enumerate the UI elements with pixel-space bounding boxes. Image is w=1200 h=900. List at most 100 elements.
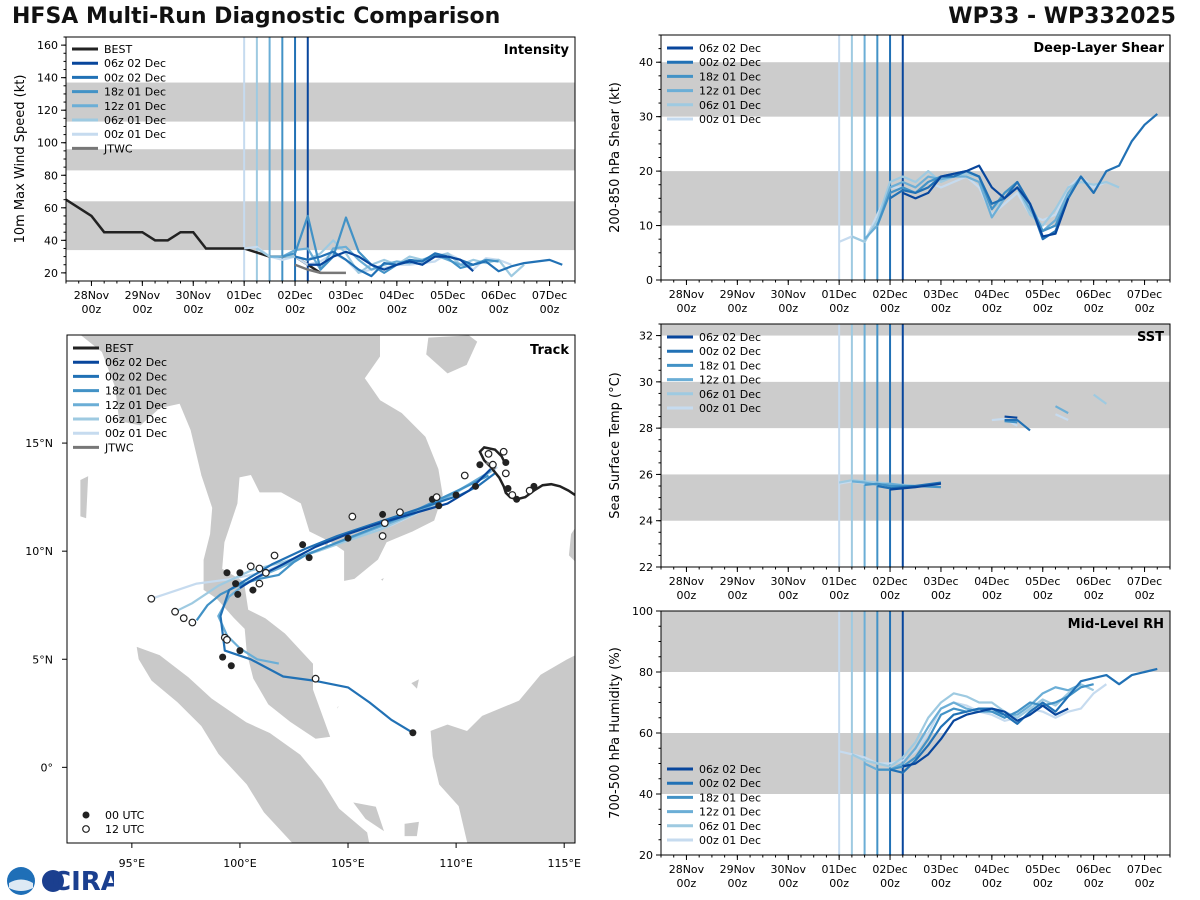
x-tick-label-hour: 00z — [677, 877, 697, 890]
panel-title: SST — [1137, 330, 1164, 345]
x-tick-label-day: 30Nov — [771, 288, 807, 301]
marker-00utc — [236, 647, 244, 655]
marker-12utc — [499, 447, 508, 456]
lon-tick-label: 110°E — [439, 857, 472, 870]
legend-label: 12z 01 Dec — [105, 399, 167, 412]
shaded-band — [66, 201, 575, 251]
legend-label: 06z 01 Dec — [699, 820, 761, 833]
x-tick-label-hour: 00z — [1135, 589, 1155, 602]
x-tick-label-day: 06Dec — [1076, 288, 1111, 301]
legend-label: BEST — [105, 342, 133, 355]
x-tick-label-day: 07Dec — [532, 289, 567, 302]
marker-12utc — [460, 471, 469, 480]
y-axis-label: 10m Max Wind Speed (kt) — [13, 75, 28, 244]
y-tick-label: 24 — [639, 515, 653, 528]
rh-panel: 2040608010028Nov00z29Nov00z30Nov00z01Dec… — [608, 605, 1171, 890]
landmass — [135, 645, 371, 843]
marker-12utc — [380, 519, 389, 527]
shaded-band — [661, 381, 1170, 429]
marker-12utc — [488, 460, 497, 469]
marker-00utc — [472, 482, 480, 490]
marker-12utc — [508, 491, 517, 499]
legend-label: 06z 02 Dec — [105, 356, 167, 369]
x-tick-label-day: 28Nov — [669, 863, 705, 876]
y-tick-label: 40 — [639, 56, 653, 69]
series-line-06z-02-Dec — [902, 164, 1070, 238]
legend-label: BEST — [104, 43, 132, 56]
x-tick-label-hour: 00z — [880, 589, 900, 602]
marker-12utc — [255, 564, 264, 573]
y-tick-label: 100 — [37, 137, 58, 150]
landmass — [410, 677, 420, 691]
y-tick-label: 80 — [639, 666, 653, 679]
x-tick-label-day: 01Dec — [227, 289, 262, 302]
marker-00utc — [223, 569, 231, 577]
sst-panel: 22242628303228Nov00z29Nov00z30Nov00z01De… — [608, 323, 1171, 602]
marker-12utc — [432, 493, 441, 502]
x-tick-label-hour: 00z — [1084, 302, 1104, 315]
x-tick-label-hour: 00z — [778, 877, 798, 890]
lat-tick-label: 0° — [41, 761, 54, 774]
x-tick-label-day: 01Dec — [822, 288, 857, 301]
legend-label: 06z 01 Dec — [699, 388, 761, 401]
x-tick-label-day: 29Nov — [125, 289, 161, 302]
x-tick-label-day: 07Dec — [1127, 288, 1162, 301]
legend-label: 00z 02 Dec — [104, 71, 166, 84]
landmass — [425, 335, 479, 375]
legend-label: 18z 01 Dec — [699, 791, 761, 804]
landmass — [336, 704, 340, 712]
jtwc-forecast-line — [294, 263, 346, 275]
legend-label: 12 UTC — [105, 823, 145, 836]
marker-00utc — [234, 590, 242, 598]
x-tick-label-day: 01Dec — [822, 575, 857, 588]
panel-title: Mid-Level RH — [1068, 617, 1164, 632]
marker-00utc — [232, 580, 240, 588]
x-tick-label-hour: 00z — [438, 303, 458, 316]
marker-12utc — [501, 469, 510, 478]
legend-label: 00z 02 Dec — [699, 777, 761, 790]
lon-tick-label: 115°E — [547, 857, 580, 870]
x-tick-label-hour: 00z — [1084, 877, 1104, 890]
marker-12utc — [396, 508, 404, 517]
x-tick-label-day: 05Dec — [1025, 288, 1060, 301]
x-tick-label-hour: 00z — [880, 302, 900, 315]
y-tick-label: 20 — [639, 849, 653, 862]
x-tick-label-hour: 00z — [931, 877, 951, 890]
marker-00utc — [409, 729, 417, 737]
figure-title: HFSA Multi-Run Diagnostic Comparison — [12, 4, 501, 29]
x-tick-label-hour: 00z — [234, 303, 254, 316]
legend-label: 00z 01 Dec — [104, 128, 166, 141]
y-tick-label: 0 — [646, 274, 653, 287]
shaded-band — [661, 474, 1170, 521]
legend-label: 18z 01 Dec — [105, 385, 167, 398]
legend-label: 00z 01 Dec — [699, 113, 761, 126]
x-tick-label-day: 05Dec — [430, 289, 465, 302]
y-tick-label: 30 — [639, 376, 653, 389]
legend-label: 06z 01 Dec — [699, 99, 761, 112]
x-tick-label-day: 07Dec — [1127, 575, 1162, 588]
x-tick-label-day: 04Dec — [974, 863, 1009, 876]
storm-id: WP33 - WP332025 — [948, 4, 1176, 29]
x-tick-label-hour: 00z — [931, 589, 951, 602]
panel-title: Track — [530, 343, 569, 358]
x-tick-label-day: 06Dec — [1076, 575, 1111, 588]
y-tick-label: 60 — [639, 727, 653, 740]
marker-00utc — [249, 586, 257, 594]
series-line-12z-01-Dec — [1054, 405, 1069, 415]
y-tick-label: 30 — [639, 111, 653, 124]
x-tick-label-day: 07Dec — [1127, 863, 1162, 876]
x-tick-label-day: 30Nov — [771, 863, 807, 876]
track-group — [147, 446, 575, 737]
marker-00utc — [227, 662, 235, 670]
track-line-18z-01-Dec — [195, 474, 489, 621]
marker-00utc — [452, 491, 460, 499]
y-tick-label: 80 — [44, 169, 58, 182]
marker-00utc — [504, 484, 512, 492]
y-tick-label: 32 — [639, 330, 653, 343]
x-tick-label-day: 30Nov — [771, 575, 807, 588]
series-line-18z-01-Dec — [282, 214, 499, 274]
x-tick-label-hour: 00z — [489, 303, 509, 316]
cira-globe-icon — [42, 870, 64, 892]
landmass — [379, 576, 386, 583]
x-tick-label-day: 06Dec — [1076, 863, 1111, 876]
